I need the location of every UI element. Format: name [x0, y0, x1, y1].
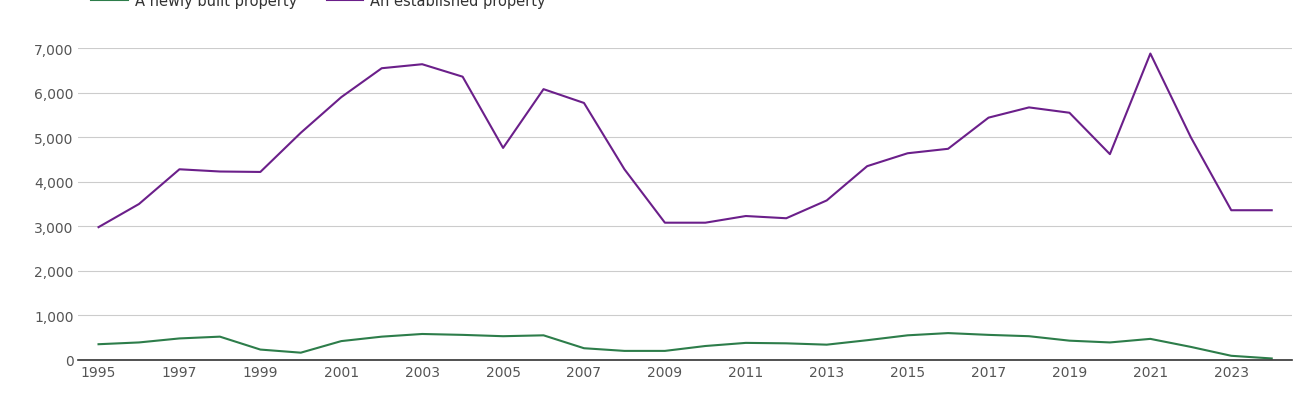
- An established property: [860, 164, 876, 169]
- An established property: [1061, 111, 1077, 116]
- A newly built property: [860, 338, 876, 343]
- A newly built property: [778, 341, 793, 346]
- An established property: [213, 170, 228, 175]
- An established property: [698, 221, 714, 226]
- A newly built property: [130, 340, 146, 345]
- A newly built property: [1142, 337, 1158, 342]
- A newly built property: [414, 332, 429, 337]
- An established property: [130, 202, 146, 207]
- An established property: [577, 101, 592, 106]
- Line: A newly built property: A newly built property: [98, 333, 1272, 359]
- A newly built property: [172, 336, 188, 341]
- A newly built property: [1224, 353, 1240, 358]
- A newly built property: [1265, 356, 1280, 361]
- A newly built property: [617, 348, 633, 353]
- An established property: [617, 167, 633, 172]
- An established property: [375, 67, 390, 72]
- A newly built property: [818, 342, 834, 347]
- An established property: [172, 167, 188, 172]
- An established property: [1182, 135, 1198, 140]
- A newly built property: [334, 339, 350, 344]
- An established property: [1265, 208, 1280, 213]
- A newly built property: [536, 333, 552, 338]
- An established property: [1101, 152, 1117, 157]
- An established property: [1142, 52, 1158, 57]
- A newly built property: [1061, 338, 1077, 343]
- A newly built property: [737, 341, 753, 346]
- A newly built property: [900, 333, 916, 338]
- A newly built property: [698, 344, 714, 348]
- An established property: [495, 146, 510, 151]
- A newly built property: [495, 334, 510, 339]
- An established property: [941, 147, 957, 152]
- An established property: [1022, 106, 1037, 110]
- An established property: [818, 198, 834, 203]
- A newly built property: [658, 348, 673, 353]
- Line: An established property: An established property: [98, 54, 1272, 227]
- An established property: [414, 63, 429, 67]
- A newly built property: [1022, 334, 1037, 339]
- A newly built property: [213, 335, 228, 339]
- An established property: [536, 88, 552, 92]
- A newly built property: [375, 335, 390, 339]
- An established property: [454, 75, 470, 80]
- A newly built property: [253, 347, 269, 352]
- An established property: [294, 131, 309, 136]
- An established property: [900, 151, 916, 156]
- A newly built property: [1182, 345, 1198, 350]
- Legend: A newly built property, An established property: A newly built property, An established p…: [86, 0, 552, 15]
- A newly built property: [1101, 340, 1117, 345]
- A newly built property: [294, 351, 309, 355]
- An established property: [90, 225, 106, 230]
- An established property: [1224, 208, 1240, 213]
- An established property: [334, 95, 350, 100]
- An established property: [253, 170, 269, 175]
- A newly built property: [577, 346, 592, 351]
- An established property: [658, 221, 673, 226]
- A newly built property: [981, 333, 997, 337]
- An established property: [737, 214, 753, 219]
- A newly built property: [941, 331, 957, 336]
- A newly built property: [90, 342, 106, 347]
- A newly built property: [454, 333, 470, 337]
- An established property: [778, 216, 793, 221]
- An established property: [981, 116, 997, 121]
